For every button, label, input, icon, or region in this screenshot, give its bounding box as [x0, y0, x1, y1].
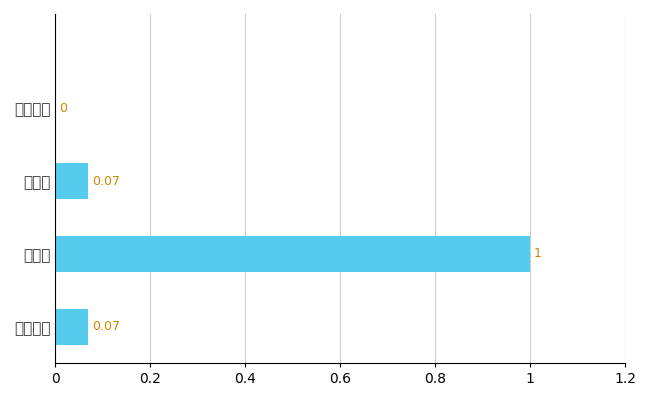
Text: 0: 0 — [59, 102, 67, 115]
Bar — [55, 308, 88, 345]
Text: 0.07: 0.07 — [92, 320, 120, 333]
Text: 0.07: 0.07 — [92, 175, 120, 188]
Bar — [55, 236, 530, 272]
Text: 1: 1 — [534, 248, 542, 260]
Bar — [55, 163, 88, 199]
